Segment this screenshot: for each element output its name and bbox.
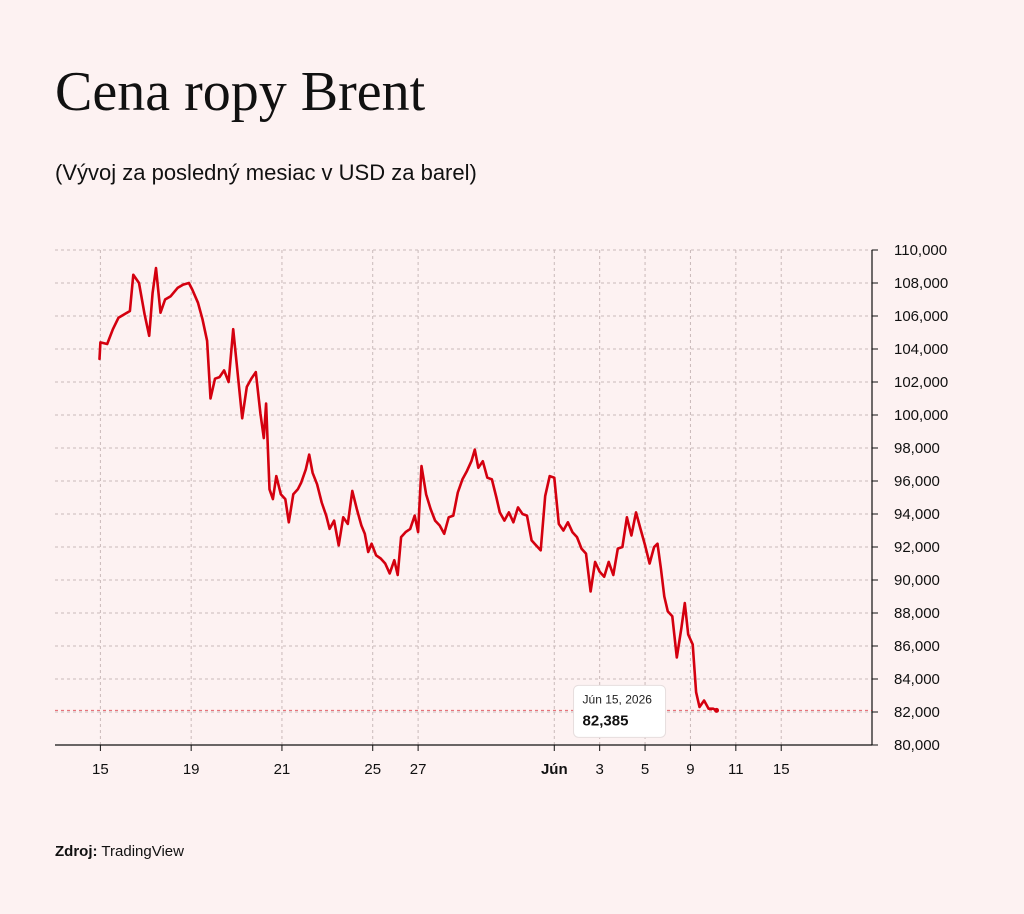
y-tick-label: 108,000 <box>894 275 948 292</box>
y-tick-label: 80,000 <box>894 737 940 754</box>
y-tick-label: 104,000 <box>894 341 948 358</box>
chart-axes <box>55 250 873 746</box>
page-title: Cena ropy Brent <box>55 61 426 123</box>
y-tick-label: 84,000 <box>894 671 940 688</box>
price-series-line <box>98 266 718 712</box>
x-tick-label: 27 <box>410 761 427 778</box>
tooltip-box <box>573 684 667 738</box>
y-tick-label: 86,000 <box>894 638 940 655</box>
source-label: Zdroj: <box>55 843 98 860</box>
y-tick-label: 88,000 <box>894 605 940 622</box>
x-tick-label: 21 <box>274 761 291 778</box>
y-tick-label: 106,000 <box>894 308 948 325</box>
x-tick-label: 3 <box>595 761 603 778</box>
x-tick-label: 11 <box>728 761 744 778</box>
y-tick-label: 92,000 <box>894 539 940 556</box>
y-tick-label: 102,000 <box>894 374 948 391</box>
y-tick-label: 98,000 <box>894 440 940 457</box>
x-tick-label: 9 <box>686 761 694 778</box>
x-tick-label: Jún <box>541 761 568 778</box>
x-axis-ticks: 15 19 21 25 27 Jún 3 5 9 11 15 <box>92 745 790 778</box>
tooltip-date: Jún 15, 2026 <box>583 692 653 706</box>
y-tick-label: 110,000 <box>894 242 947 259</box>
source-value: TradingView <box>101 843 184 860</box>
tooltip-value: 82,385 <box>583 712 629 729</box>
last-value-tooltip: Jún 15, 2026 82,385 <box>55 684 872 738</box>
y-axis-ticks: 80,000 82,000 84,000 86,000 88,000 90,000 92,0… <box>872 242 948 754</box>
x-tick-label: 15 <box>773 761 790 778</box>
x-tick-label: 15 <box>92 761 109 778</box>
page-subtitle: (Vývoj za posledný mesiac v USD za barel… <box>55 160 477 185</box>
y-tick-label: 94,000 <box>894 506 940 523</box>
source-note: Zdroj: TradingView <box>55 843 184 860</box>
x-tick-label: 19 <box>183 761 200 778</box>
y-tick-label: 90,000 <box>894 572 940 589</box>
x-tick-label: 5 <box>641 761 649 778</box>
x-tick-label: 25 <box>364 761 381 778</box>
y-tick-label: 82,000 <box>894 704 940 721</box>
chart-grid <box>55 249 872 745</box>
y-tick-label: 96,000 <box>894 473 940 490</box>
y-tick-label: 100,000 <box>894 407 948 424</box>
